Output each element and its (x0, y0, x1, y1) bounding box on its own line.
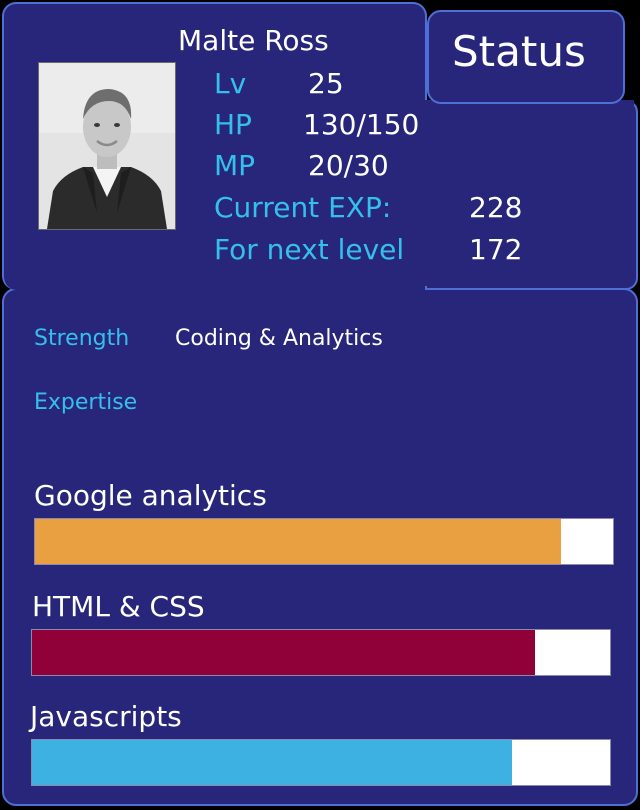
skill-name-google-analytics: Google analytics (34, 479, 267, 512)
skill-bar-fill (32, 630, 535, 675)
skill-name-html-css: HTML & CSS (32, 590, 205, 623)
hp-value: 130/150 (303, 108, 420, 141)
status-tab[interactable] (427, 10, 625, 104)
skill-name-javascripts: Javascripts (30, 700, 182, 733)
skill-bar-fill (32, 740, 512, 785)
skill-bar-fill (35, 519, 561, 564)
strength-value: Coding & Analytics (175, 326, 383, 351)
current-exp-value: 228 (469, 191, 523, 224)
mp-label: MP (214, 149, 256, 182)
next-level-value: 172 (469, 233, 523, 266)
level-value: 25 (308, 67, 344, 100)
skill-bar-google-analytics (34, 518, 614, 565)
level-label: Lv (214, 67, 247, 100)
mp-value: 20/30 (308, 149, 389, 182)
hp-label: HP (214, 108, 252, 141)
portrait-photo (38, 62, 176, 230)
strength-label: Strength (34, 326, 130, 351)
character-name: Malte Ross (178, 24, 329, 57)
status-title[interactable]: Status (452, 27, 586, 76)
skill-bar-html-css (31, 629, 611, 676)
skill-bar-javascripts (31, 739, 611, 786)
next-level-label: For next level (214, 233, 405, 266)
expertise-label: Expertise (34, 390, 138, 415)
current-exp-label: Current EXP: (214, 191, 392, 224)
